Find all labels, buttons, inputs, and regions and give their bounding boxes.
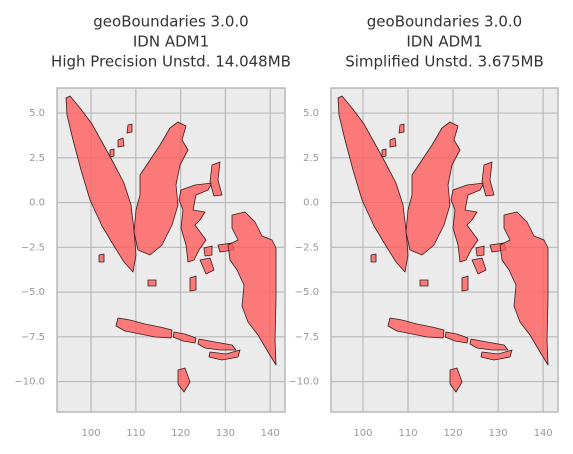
- y-tick-label: 0.0: [303, 198, 319, 209]
- x-tick-label: 100: [353, 428, 372, 439]
- y-tick-label: −10.0: [14, 377, 45, 388]
- x-tick-label: 130: [489, 428, 508, 439]
- plot-frame: [56, 87, 286, 413]
- x-tick-label: 100: [81, 428, 100, 439]
- y-tick-label: −10.0: [288, 377, 319, 388]
- y-tick-label: −7.5: [295, 332, 319, 343]
- y-tick-label: 0.0: [29, 198, 45, 209]
- chart-title: geoBoundaries 3.0.0: [367, 13, 522, 31]
- plot-frame: [330, 87, 559, 413]
- x-tick-label: 120: [171, 428, 190, 439]
- chart-title: geoBoundaries 3.0.0: [93, 13, 248, 31]
- x-tick-label: 110: [126, 428, 145, 439]
- x-tick-label: 110: [398, 428, 417, 439]
- chart-title: IDN ADM1: [406, 33, 482, 51]
- chart-title: Simplified Unstd. 3.675MB: [345, 53, 544, 71]
- x-tick-label: 120: [444, 428, 463, 439]
- panels: geoBoundaries 3.0.0 IDN ADM1 High Precisio…: [14, 13, 559, 439]
- y-tick-label: −7.5: [21, 332, 45, 343]
- y-tick-label: −2.5: [21, 242, 45, 253]
- y-tick-label: −5.0: [21, 287, 45, 298]
- y-tick-label: −5.0: [295, 287, 319, 298]
- x-tick-label: 140: [534, 428, 553, 439]
- x-tick-label: 140: [261, 428, 280, 439]
- chart-title: IDN ADM1: [133, 33, 209, 51]
- y-tick-label: 2.5: [29, 153, 45, 164]
- y-tick-label: 5.0: [29, 108, 45, 119]
- chart-title: High Precision Unstd. 14.048MB: [51, 53, 291, 71]
- y-tick-label: −2.5: [295, 242, 319, 253]
- y-tick-label: 5.0: [303, 108, 319, 119]
- y-tick-label: 2.5: [303, 153, 319, 164]
- x-tick-label: 130: [216, 428, 235, 439]
